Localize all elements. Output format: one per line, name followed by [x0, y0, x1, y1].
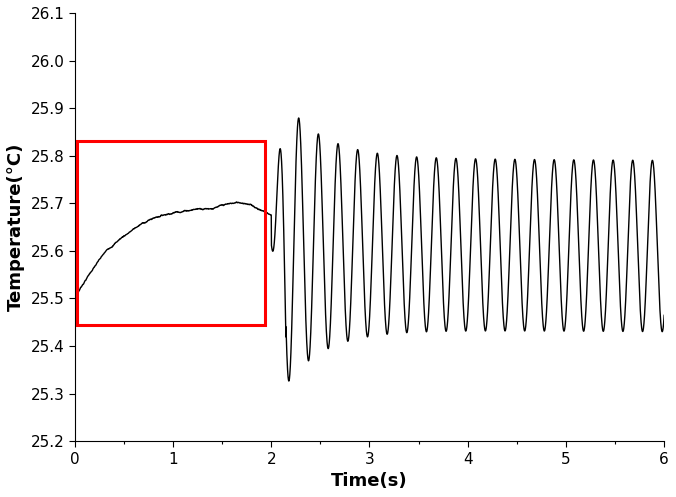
- X-axis label: Time(s): Time(s): [331, 472, 408, 490]
- Bar: [77, 141, 266, 325]
- Y-axis label: Temperature(°C): Temperature(°C): [7, 143, 25, 311]
